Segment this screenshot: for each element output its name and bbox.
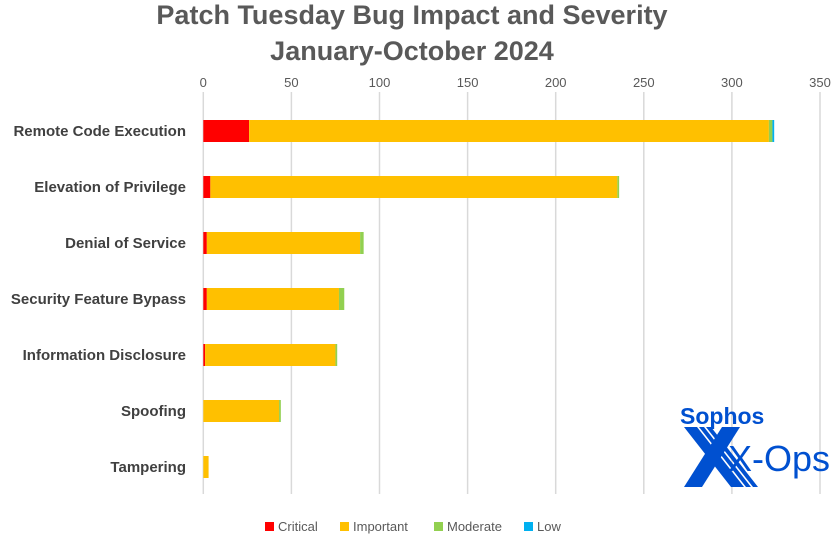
bar-critical — [203, 288, 207, 310]
bar-moderate — [335, 344, 338, 366]
bar-important — [210, 176, 618, 198]
bar-important — [205, 344, 336, 366]
x-tick-label: 150 — [457, 75, 479, 90]
legend-label: Important — [353, 519, 408, 534]
bar-critical — [203, 120, 250, 142]
category-label: Spoofing — [121, 403, 186, 420]
bar-low — [772, 120, 775, 142]
category-label: Elevation of Privilege — [34, 179, 186, 196]
x-tick-label: 0 — [200, 75, 207, 90]
category-label: Remote Code Execution — [13, 123, 186, 140]
x-tick-label: 200 — [545, 75, 567, 90]
chart-title: Patch Tuesday Bug Impact and Severity — [156, 0, 667, 30]
x-tick-label: 350 — [809, 75, 831, 90]
legend-swatch-important — [340, 522, 349, 531]
bar-important — [206, 288, 339, 310]
x-tick-label: 250 — [633, 75, 655, 90]
category-label: Information Disclosure — [23, 347, 186, 364]
bar-important — [206, 232, 361, 254]
bar-critical — [203, 232, 207, 254]
bar-moderate — [768, 120, 773, 142]
x-logo-mark — [684, 427, 758, 487]
bar-important — [203, 400, 280, 422]
bar-moderate — [360, 232, 364, 254]
legend: Critical Important Moderate Low — [265, 519, 561, 534]
legend-label: Moderate — [447, 519, 502, 534]
bar-critical — [203, 344, 206, 366]
x-tick-label: 300 — [721, 75, 743, 90]
logo-product: X-Ops — [728, 438, 830, 479]
legend-swatch-low — [524, 522, 533, 531]
legend-swatch-critical — [265, 522, 274, 531]
category-label: Tampering — [110, 459, 186, 476]
bar-moderate — [617, 176, 620, 198]
bar-important — [203, 456, 209, 478]
legend-swatch-moderate — [434, 522, 443, 531]
category-label: Denial of Service — [65, 235, 186, 252]
chart-subtitle: January-October 2024 — [270, 36, 554, 66]
bar-moderate — [279, 400, 281, 422]
bar-moderate — [338, 288, 345, 310]
bar-important — [249, 120, 769, 142]
bar-critical — [203, 176, 211, 198]
legend-label: Critical — [278, 519, 318, 534]
legend-label: Low — [537, 519, 561, 534]
x-tick-label: 100 — [369, 75, 391, 90]
x-tick-label: 50 — [284, 75, 298, 90]
category-label: Security Feature Bypass — [11, 291, 186, 308]
logo-brand: Sophos — [680, 403, 764, 429]
sophos-xops-logo: Sophos X-Ops — [680, 403, 830, 487]
